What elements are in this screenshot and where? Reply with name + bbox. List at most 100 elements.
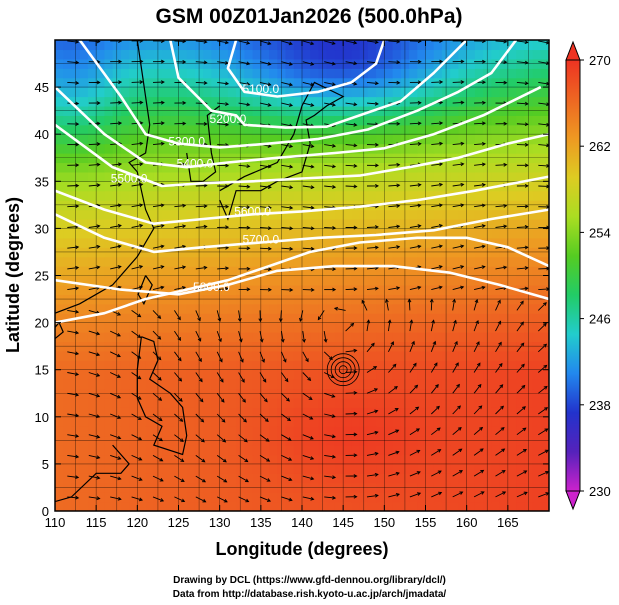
field-cell xyxy=(409,492,418,503)
streamline-arrowhead xyxy=(395,429,400,434)
field-cell xyxy=(194,124,204,135)
field-cell xyxy=(417,284,427,295)
field-cell xyxy=(194,275,204,286)
streamline-arrowhead xyxy=(182,265,187,270)
streamline-arrowhead xyxy=(310,456,315,460)
field-cell xyxy=(310,124,320,135)
field-cell xyxy=(203,350,213,361)
streamline-segment xyxy=(473,470,484,477)
field-cell xyxy=(170,228,180,239)
field-cell xyxy=(63,435,73,446)
field-cell xyxy=(104,237,114,248)
field-cell xyxy=(87,115,97,126)
field-cell xyxy=(162,322,171,333)
field-cell xyxy=(71,228,81,239)
streamline-segment xyxy=(324,144,336,147)
field-cell xyxy=(260,190,270,201)
streamline-arrowhead xyxy=(182,224,187,229)
field-cell xyxy=(170,143,180,154)
field-cell xyxy=(79,397,89,408)
field-cell xyxy=(55,407,64,418)
field-cell xyxy=(219,426,229,437)
field-cell xyxy=(392,237,402,248)
field-cell xyxy=(516,435,525,446)
streamline-arrowhead xyxy=(288,497,293,502)
field-cell xyxy=(186,473,196,484)
field-cell xyxy=(433,209,443,220)
field-cell xyxy=(79,190,89,201)
streamline-arrowhead xyxy=(203,40,208,44)
field-cell xyxy=(269,68,278,79)
field-cell xyxy=(417,134,427,145)
field-cell xyxy=(433,218,443,229)
contour-label-5200: 5200.0 xyxy=(210,112,247,126)
streamline-segment xyxy=(67,372,79,376)
field-cell xyxy=(203,492,213,503)
streamline-segment xyxy=(88,413,100,418)
field-cell xyxy=(252,49,262,60)
streamline-segment xyxy=(324,413,336,418)
field-cell xyxy=(55,40,64,51)
field-cell xyxy=(318,369,328,380)
field-cell xyxy=(145,407,155,418)
field-cell xyxy=(441,115,451,126)
field-cell xyxy=(227,209,237,220)
field-cell xyxy=(178,171,188,182)
field-cell xyxy=(474,237,484,248)
field-cell xyxy=(409,407,418,418)
field-cell xyxy=(425,284,435,295)
field-cell xyxy=(211,492,221,503)
streamline-arrowhead xyxy=(417,285,422,290)
streamline-arrowhead xyxy=(370,342,375,347)
field-cell xyxy=(384,266,394,277)
field-cell xyxy=(170,124,180,135)
field-cell xyxy=(186,40,196,51)
field-cell xyxy=(285,49,295,60)
field-cell xyxy=(260,218,270,229)
field-cell xyxy=(334,40,344,51)
field-cell xyxy=(376,105,385,116)
field-cell xyxy=(326,124,336,135)
streamline-arrowhead xyxy=(246,205,251,210)
streamline-arrowhead xyxy=(524,142,529,147)
field-cell xyxy=(507,162,517,173)
field-cell xyxy=(310,256,320,267)
field-cell xyxy=(417,96,427,107)
streamline-arrowhead xyxy=(118,100,123,105)
field-cell xyxy=(293,492,303,503)
field-cell xyxy=(417,473,427,484)
field-cell xyxy=(450,454,460,465)
field-cell xyxy=(433,454,443,465)
field-cell xyxy=(120,350,130,361)
field-cell xyxy=(532,228,542,239)
field-cell xyxy=(293,237,303,248)
field-cell xyxy=(252,68,262,79)
field-cell xyxy=(63,445,73,456)
field-cell xyxy=(178,341,188,352)
streamline-arrowhead xyxy=(74,351,80,356)
streamline-segment xyxy=(324,475,336,479)
field-cell xyxy=(351,454,361,465)
field-cell xyxy=(269,435,278,446)
field-cell xyxy=(96,228,105,239)
field-cell xyxy=(491,237,501,248)
field-cell xyxy=(129,115,138,126)
streamline-segment xyxy=(195,496,206,503)
streamline-arrowhead xyxy=(219,358,223,363)
streamline-segment xyxy=(516,246,528,249)
field-cell xyxy=(227,350,237,361)
field-cell xyxy=(491,426,501,437)
streamline-segment xyxy=(366,473,378,477)
streamline-segment xyxy=(67,267,79,270)
field-cell xyxy=(376,416,385,427)
field-cell xyxy=(145,237,155,248)
field-cell xyxy=(351,303,361,314)
plot-area: 5100.05200.05300.05400.05500.05600.05700… xyxy=(55,40,549,511)
field-cell xyxy=(252,445,262,456)
streamline-arrowhead xyxy=(74,330,80,335)
field-cell xyxy=(194,49,204,60)
field-cell xyxy=(425,181,435,192)
field-cell xyxy=(145,181,155,192)
field-cell xyxy=(474,266,484,277)
field-cell xyxy=(203,124,213,135)
